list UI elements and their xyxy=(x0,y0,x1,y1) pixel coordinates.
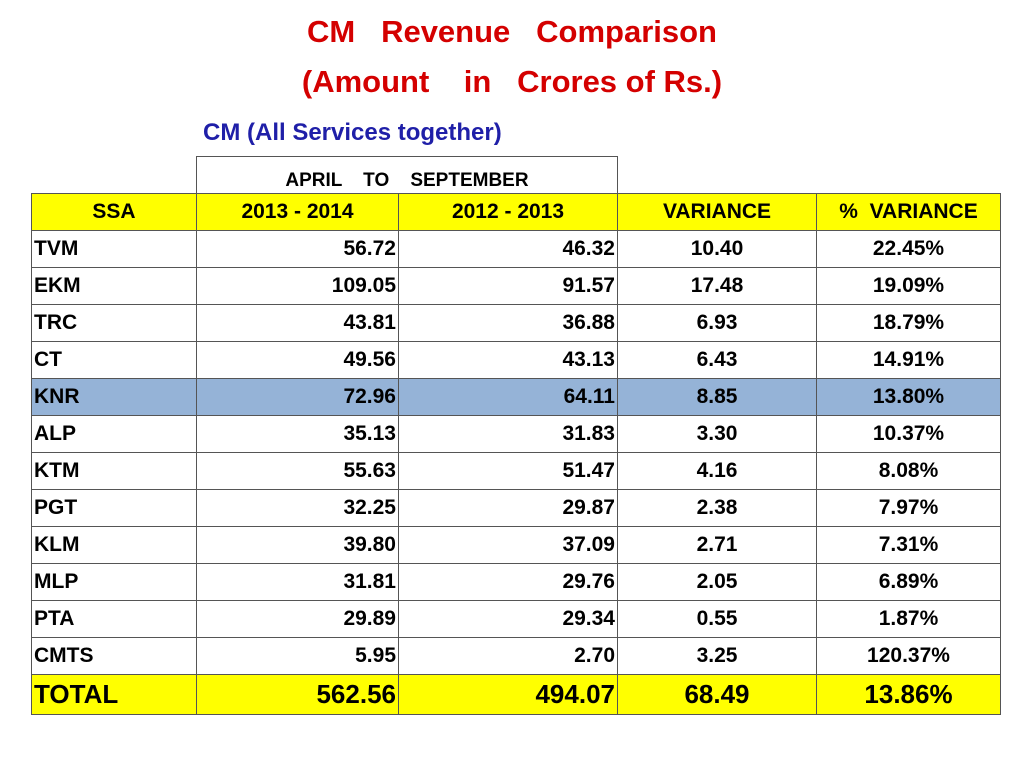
revenue-2012-2013-cell: 91.57 xyxy=(398,267,618,305)
blank-cell xyxy=(32,157,197,194)
ssa-cell: KNR xyxy=(31,378,197,416)
ssa-cell: TRC xyxy=(31,304,197,342)
revenue-2013-2014-cell: 562.56 xyxy=(196,674,399,715)
revenue-2012-2013-cell: 51.47 xyxy=(398,452,618,490)
revenue-table: APRIL TO SEPTEMBER SSA 2013 - 2014 2012 … xyxy=(31,156,1001,715)
ssa-cell: TOTAL xyxy=(31,674,197,715)
revenue-2013-2014-cell: 39.80 xyxy=(196,526,399,564)
ssa-cell: KTM xyxy=(31,452,197,490)
pct-variance-cell: 22.45% xyxy=(816,230,1001,268)
revenue-2013-2014-cell: 35.13 xyxy=(196,415,399,453)
pct-variance-cell: 14.91% xyxy=(816,341,1001,379)
ssa-cell: CMTS xyxy=(31,637,197,675)
table-row: KLM 39.80 37.09 2.71 7.31% xyxy=(31,526,1001,564)
revenue-2013-2014-cell: 5.95 xyxy=(196,637,399,675)
revenue-2012-2013-cell: 64.11 xyxy=(398,378,618,416)
table-row: MLP 31.81 29.76 2.05 6.89% xyxy=(31,563,1001,601)
revenue-2012-2013-cell: 29.76 xyxy=(398,563,618,601)
variance-cell: 2.38 xyxy=(617,489,817,527)
revenue-2012-2013-cell: 46.32 xyxy=(398,230,618,268)
table-row: EKM 109.05 91.57 17.48 19.09% xyxy=(31,267,1001,305)
variance-cell: 3.30 xyxy=(617,415,817,453)
revenue-2013-2014-cell: 55.63 xyxy=(196,452,399,490)
ssa-cell: PGT xyxy=(31,489,197,527)
revenue-2013-2014-cell: 49.56 xyxy=(196,341,399,379)
ssa-cell: KLM xyxy=(31,526,197,564)
pct-variance-cell: 10.37% xyxy=(816,415,1001,453)
page-title-line-2: (Amount in Crores of Rs.) xyxy=(301,64,723,99)
variance-cell: 2.71 xyxy=(617,526,817,564)
table-row: TVM 56.72 46.32 10.40 22.45% xyxy=(31,230,1001,268)
table-row: CT 49.56 43.13 6.43 14.91% xyxy=(31,341,1001,379)
pct-variance-cell: 1.87% xyxy=(816,600,1001,638)
revenue-2013-2014-cell: 32.25 xyxy=(196,489,399,527)
table-row: KTM 55.63 51.47 4.16 8.08% xyxy=(31,452,1001,490)
revenue-2012-2013-cell: 494.07 xyxy=(398,674,618,715)
column-header-ssa: SSA xyxy=(31,193,197,231)
pct-variance-cell: 13.86% xyxy=(816,674,1001,715)
variance-cell: 3.25 xyxy=(617,637,817,675)
pct-variance-cell: 7.97% xyxy=(816,489,1001,527)
table-subtitle: CM (All Services together) xyxy=(203,119,502,146)
total-row: TOTAL 562.56 494.07 68.49 13.86% xyxy=(31,674,1001,715)
variance-cell: 2.05 xyxy=(617,563,817,601)
pct-variance-cell: 120.37% xyxy=(816,637,1001,675)
variance-cell: 0.55 xyxy=(617,600,817,638)
table-row: PTA 29.89 29.34 0.55 1.87% xyxy=(31,600,1001,638)
ssa-cell: ALP xyxy=(31,415,197,453)
revenue-2012-2013-cell: 31.83 xyxy=(398,415,618,453)
column-header-variance: VARIANCE xyxy=(617,193,817,231)
column-header-row: SSA 2013 - 2014 2012 - 2013 VARIANCE % V… xyxy=(31,193,1001,231)
pct-variance-cell: 18.79% xyxy=(816,304,1001,342)
revenue-2013-2014-cell: 109.05 xyxy=(196,267,399,305)
column-header-2012-2013: 2012 - 2013 xyxy=(398,193,618,231)
pct-variance-cell: 6.89% xyxy=(816,563,1001,601)
ssa-cell: CT xyxy=(31,341,197,379)
ssa-cell: MLP xyxy=(31,563,197,601)
table-row: KNR 72.96 64.11 8.85 13.80% xyxy=(31,378,1001,416)
ssa-cell: PTA xyxy=(31,600,197,638)
table-row: ALP 35.13 31.83 3.30 10.37% xyxy=(31,415,1001,453)
variance-cell: 6.93 xyxy=(617,304,817,342)
revenue-2012-2013-cell: 2.70 xyxy=(398,637,618,675)
column-header-pct-variance: % VARIANCE xyxy=(816,193,1001,231)
pct-variance-cell: 7.31% xyxy=(816,526,1001,564)
table-row: TRC 43.81 36.88 6.93 18.79% xyxy=(31,304,1001,342)
variance-cell: 8.85 xyxy=(617,378,817,416)
period-header-row: APRIL TO SEPTEMBER xyxy=(32,156,1001,194)
blank-cell xyxy=(618,157,1001,194)
ssa-cell: TVM xyxy=(31,230,197,268)
variance-cell: 10.40 xyxy=(617,230,817,268)
revenue-2012-2013-cell: 29.87 xyxy=(398,489,618,527)
page-title-line-1: CM Revenue Comparison xyxy=(307,14,717,49)
variance-cell: 68.49 xyxy=(617,674,817,715)
column-header-2013-2014: 2013 - 2014 xyxy=(196,193,399,231)
variance-cell: 6.43 xyxy=(617,341,817,379)
pct-variance-cell: 19.09% xyxy=(816,267,1001,305)
table-row: CMTS 5.95 2.70 3.25 120.37% xyxy=(31,637,1001,675)
revenue-2012-2013-cell: 36.88 xyxy=(398,304,618,342)
revenue-2012-2013-cell: 29.34 xyxy=(398,600,618,638)
pct-variance-cell: 13.80% xyxy=(816,378,1001,416)
revenue-2013-2014-cell: 43.81 xyxy=(196,304,399,342)
revenue-2013-2014-cell: 31.81 xyxy=(196,563,399,601)
variance-cell: 17.48 xyxy=(617,267,817,305)
table-row: PGT 32.25 29.87 2.38 7.97% xyxy=(31,489,1001,527)
pct-variance-cell: 8.08% xyxy=(816,452,1001,490)
period-header: APRIL TO SEPTEMBER xyxy=(196,156,618,194)
revenue-2012-2013-cell: 43.13 xyxy=(398,341,618,379)
variance-cell: 4.16 xyxy=(617,452,817,490)
revenue-2012-2013-cell: 37.09 xyxy=(398,526,618,564)
revenue-2013-2014-cell: 72.96 xyxy=(196,378,399,416)
ssa-cell: EKM xyxy=(31,267,197,305)
revenue-2013-2014-cell: 29.89 xyxy=(196,600,399,638)
revenue-2013-2014-cell: 56.72 xyxy=(196,230,399,268)
